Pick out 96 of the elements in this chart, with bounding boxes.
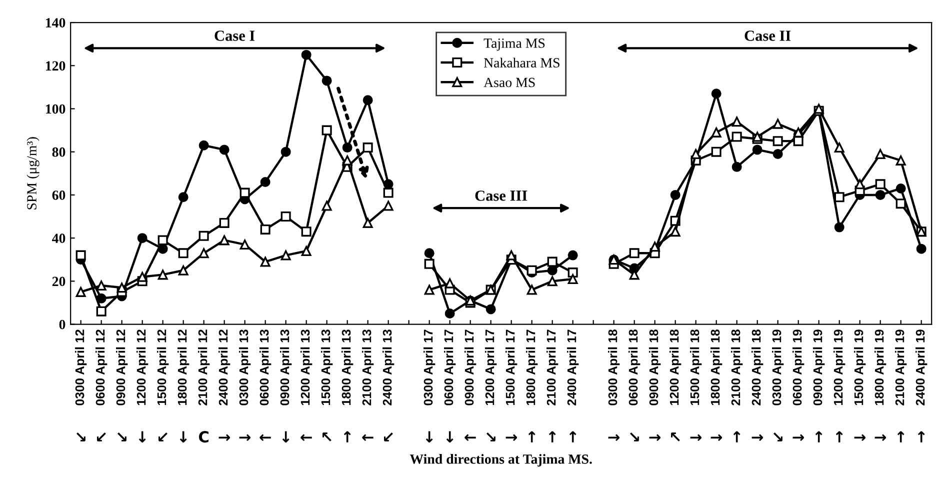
annotation: Case III	[475, 190, 528, 201]
y-tick-label: 60	[52, 190, 66, 200]
x-tick-label: 1500 April 12	[157, 330, 169, 406]
y-tick-label: 0	[59, 320, 66, 330]
x-tick-label: 0300 April 12	[75, 330, 87, 406]
legend-label: Nakahara MS	[484, 58, 560, 68]
text: →	[239, 434, 250, 442]
x-tick-label: 2100 April 17	[546, 330, 558, 406]
x-tick-label: 0300 April 13	[239, 330, 251, 406]
text: ↘	[118, 432, 126, 442]
x-tick-label: 0600 April 18	[628, 330, 640, 406]
text: ↑	[548, 431, 556, 442]
x-tick-label: 1200 April 18	[670, 330, 682, 406]
text: →	[690, 434, 702, 442]
x-tick-label: 0900 April 18	[649, 330, 661, 406]
text: →	[649, 434, 660, 442]
y-axis-title: SPM (μg/m³)	[26, 137, 40, 210]
x-tick-label: 2400 April 19	[916, 330, 928, 406]
y-tick-label: 40	[52, 234, 66, 244]
x-tick-label: 1800 April 19	[874, 330, 886, 406]
x-tick-label: 2100 April 13	[362, 330, 374, 406]
y-tick-label: 20	[52, 276, 66, 286]
x-tick-label: 0300 April 18	[608, 330, 620, 406]
text: ↑	[733, 431, 740, 442]
text: ↘	[76, 432, 86, 442]
text: →	[874, 434, 886, 442]
text: ↓	[282, 431, 290, 442]
x-tick-label: 0900 April 17	[464, 330, 476, 406]
x-tick-label: 0600 April 19	[792, 330, 804, 406]
x-tick-label: 1200 April 19	[834, 330, 846, 406]
x-tick-label: 1500 April 17	[506, 330, 518, 406]
text: →	[506, 434, 517, 442]
text: ↑	[918, 431, 925, 442]
x-tick-label: 1500 April 19	[854, 330, 866, 406]
x-tick-label: 2400 April 13	[382, 330, 394, 406]
text: ↖	[671, 432, 680, 442]
text: ←	[464, 434, 476, 442]
text: →	[792, 434, 804, 442]
x-tick-label: 0900 April 13	[280, 330, 292, 406]
x-tick-label: 2400 April 18	[752, 330, 764, 406]
x-tick-label: 1200 April 13	[300, 330, 312, 406]
y-tick-label: 120	[46, 61, 66, 71]
x-tick-label: 1500 April 13	[321, 330, 333, 406]
y-tick-label: 80	[52, 147, 66, 157]
x-tick-label: 1200 April 12	[136, 330, 148, 406]
legend-label: Tajima MS	[484, 38, 545, 51]
x-tick-label: 1800 April 18	[710, 330, 722, 406]
text: ↑	[528, 431, 536, 442]
text: ↘	[630, 432, 639, 442]
text: ↑	[815, 431, 822, 442]
y-tick-label: 100	[46, 104, 66, 114]
text: →	[218, 434, 230, 442]
y-tick-label: 140	[46, 18, 66, 28]
text: C	[198, 431, 208, 443]
text: ↓	[138, 431, 146, 442]
x-tick-label: 1800 April 17	[526, 330, 538, 406]
x-tick-label: 0300 April 17	[424, 330, 436, 406]
x-tick-label: 2100 April 18	[731, 330, 743, 406]
text: ↘	[774, 432, 782, 442]
text: ↓	[180, 431, 187, 442]
x-tick-label: 0600 April 17	[444, 330, 456, 406]
x-tick-label: 0900 April 12	[116, 330, 128, 406]
text: →	[710, 434, 722, 442]
x-tick-label: 2100 April 12	[198, 330, 210, 406]
text: ←	[260, 434, 271, 442]
x-tick-label: 0600 April 12	[96, 330, 108, 406]
text: →	[608, 434, 620, 442]
text: ↙	[158, 432, 168, 442]
text: →	[854, 434, 866, 442]
text: ↑	[569, 431, 576, 442]
x-axis-title: Wind directions at Tajima MS.	[410, 454, 592, 467]
x-tick-label: 2400 April 17	[567, 330, 579, 406]
text: ↘	[486, 432, 496, 442]
x-tick-label: 0300 April 19	[772, 330, 784, 406]
x-tick-label: 1800 April 12	[178, 330, 190, 406]
text: ↖	[322, 432, 332, 442]
text: ↙	[97, 432, 106, 442]
text: ←	[300, 434, 312, 442]
x-tick-label: 0900 April 19	[813, 330, 825, 406]
text: ↑	[344, 431, 351, 442]
annotation: Case I	[214, 30, 255, 41]
x-tick-label: 2400 April 12	[218, 330, 230, 406]
text: ↙	[384, 432, 393, 442]
x-tick-label: 2100 April 19	[895, 330, 907, 406]
text: ↑	[836, 431, 843, 442]
x-tick-label: 1800 April 13	[342, 330, 354, 406]
x-tick-label: 1500 April 18	[690, 330, 702, 406]
text: ↓	[446, 431, 454, 442]
text: ←	[362, 434, 374, 442]
legend-label: Asao MS	[484, 78, 535, 88]
annotation: Case II	[744, 30, 791, 41]
text: ↑	[897, 431, 904, 442]
x-tick-label: 0600 April 13	[260, 330, 272, 406]
x-tick-label: 1200 April 17	[485, 330, 497, 406]
text: ↓	[426, 431, 433, 442]
text: →	[752, 434, 763, 442]
